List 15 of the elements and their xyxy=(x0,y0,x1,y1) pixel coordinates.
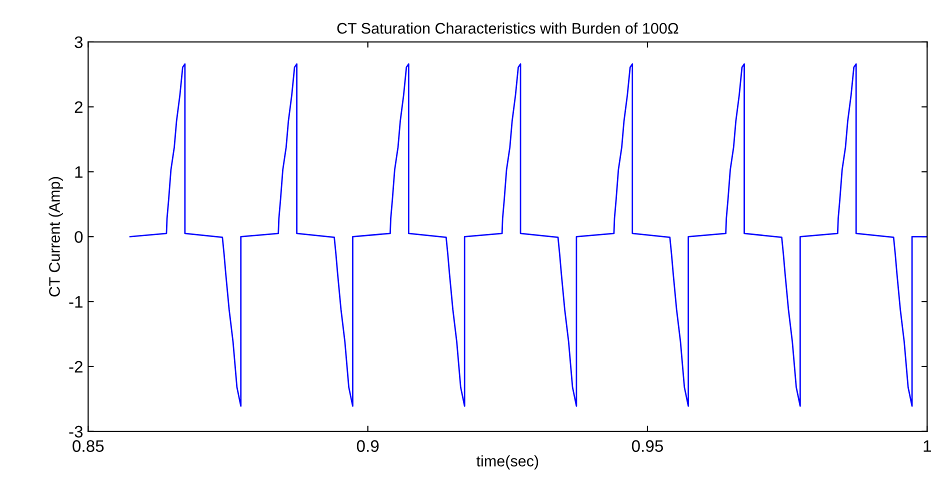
y-tick-label: 2 xyxy=(74,101,82,113)
x-tick-label: 1 xyxy=(924,440,931,452)
line-series xyxy=(129,63,928,407)
y-axis-title: CT Current (Amp) xyxy=(48,177,63,296)
x-axis-title: time(sec) xyxy=(476,455,538,470)
x-tick-label: 0.85 xyxy=(72,440,104,452)
y-tick-label: -2 xyxy=(69,360,82,373)
x-tick-label: 0.9 xyxy=(356,440,379,452)
chart-title: CT Saturation Characteristics with Burden of 100Ω xyxy=(337,22,678,34)
y-tick-label: -1 xyxy=(69,296,82,308)
y-tick-label: 0 xyxy=(74,231,83,243)
y-tick-label: 1 xyxy=(75,166,82,178)
y-tick-label: 3 xyxy=(74,36,83,48)
x-tick-label: 0.95 xyxy=(632,440,664,452)
y-tick-label: -3 xyxy=(69,426,83,438)
